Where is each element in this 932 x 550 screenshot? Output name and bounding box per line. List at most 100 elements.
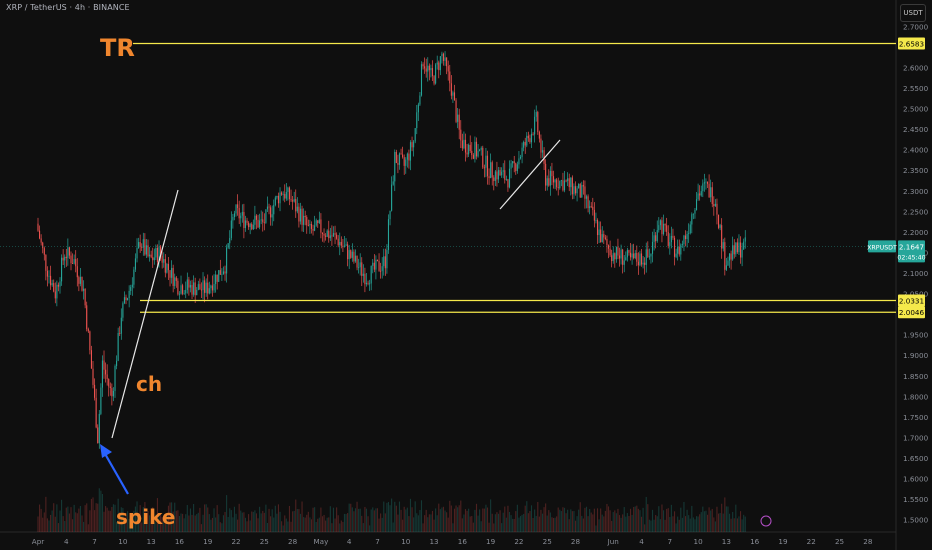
candle-body [675, 253, 677, 257]
candle-body [260, 219, 262, 221]
candle-body [391, 184, 393, 211]
volume-bar [235, 513, 237, 532]
volume-bar [607, 506, 610, 532]
candle-body [585, 196, 588, 199]
candle-body [325, 235, 327, 237]
volume-bar [163, 521, 165, 532]
y-tick-label: 1.8000 [903, 392, 929, 401]
volume-bar [260, 513, 262, 532]
volume-bar [468, 508, 470, 532]
volume-bar [288, 505, 291, 532]
candle-body [306, 217, 308, 226]
volume-bar [254, 510, 256, 532]
volume-bar [730, 518, 732, 532]
volume-bar [494, 514, 496, 532]
candle-body [579, 183, 581, 198]
candle-body [164, 259, 166, 273]
volume-bar [183, 518, 185, 532]
volume-bar [658, 506, 660, 532]
volume-bar [530, 505, 533, 532]
currency-button[interactable]: USDT [900, 4, 926, 22]
candle-body [573, 186, 575, 195]
candle-body [161, 255, 163, 263]
volume-bar [675, 523, 677, 532]
volume-bar [743, 514, 745, 532]
candle-body [669, 242, 671, 246]
x-tick-label: Apr [32, 537, 44, 546]
candle-body [392, 181, 394, 185]
volume-bar [584, 507, 586, 532]
candle-body [721, 225, 723, 249]
volume-bar [452, 523, 454, 532]
volume-bar [739, 511, 742, 532]
y-tick-label: 1.9500 [903, 331, 929, 340]
volume-bar [414, 501, 416, 532]
candle-body [340, 241, 342, 246]
candle-body [64, 256, 66, 261]
volume-bar [348, 503, 350, 532]
candle-body [735, 242, 737, 255]
candle-body [471, 150, 473, 156]
candle-body [169, 270, 171, 278]
candle-body [167, 263, 169, 271]
volume-bar [645, 496, 647, 532]
x-tick-label: 22 [807, 537, 816, 546]
candle-body [444, 57, 446, 61]
volume-bar [147, 511, 149, 532]
candle-body [290, 199, 292, 201]
candle-body [197, 284, 199, 290]
candle-body [205, 282, 207, 293]
volume-bar [46, 518, 48, 532]
candle-body [430, 68, 432, 71]
volume-bar [271, 509, 273, 532]
candle-body [193, 282, 195, 295]
candle-body [315, 220, 317, 226]
candle-body [475, 141, 478, 157]
y-tick-label: 1.5500 [903, 495, 929, 504]
symbol-badge [868, 240, 896, 253]
candle-body [150, 254, 152, 258]
volume-bar [560, 511, 562, 532]
volume-bar [106, 507, 108, 532]
candle-body [611, 255, 613, 262]
candle-body [329, 235, 331, 239]
candle-body [222, 271, 225, 274]
candle-body [254, 215, 256, 225]
candle-body [727, 260, 729, 266]
candle-body [653, 235, 655, 242]
x-tick-label: 13 [429, 537, 438, 546]
candle-body [552, 176, 555, 183]
volume-bar [394, 501, 396, 532]
volume-bar [56, 504, 58, 532]
volume-bar [290, 521, 292, 532]
candle-body [287, 187, 289, 192]
candle-body [337, 238, 339, 246]
volume-bar [205, 504, 207, 532]
candle-body [494, 171, 496, 181]
candle-body [276, 195, 278, 198]
candle-body [526, 135, 528, 146]
candle-body [356, 255, 358, 268]
candle-body [724, 242, 726, 270]
candle-body [601, 234, 603, 243]
candle-body [381, 266, 383, 271]
volume-bar [153, 522, 155, 532]
candle-body [109, 386, 111, 389]
volume-bar [570, 509, 572, 532]
volume-bar [529, 510, 531, 532]
candle-body [323, 233, 325, 236]
volume-bar [174, 502, 176, 532]
volume-bar [130, 522, 132, 532]
candle-body [79, 276, 81, 284]
x-tick-label: 19 [203, 537, 213, 546]
volume-bar [237, 519, 239, 532]
candle-body [708, 183, 710, 198]
candle-body [163, 259, 165, 263]
volume-bar [482, 508, 484, 532]
volume-bar [105, 506, 107, 532]
x-tick-label: 28 [863, 537, 873, 546]
candle-body [364, 273, 366, 285]
candle-body [204, 280, 206, 293]
candle-body [153, 257, 155, 261]
